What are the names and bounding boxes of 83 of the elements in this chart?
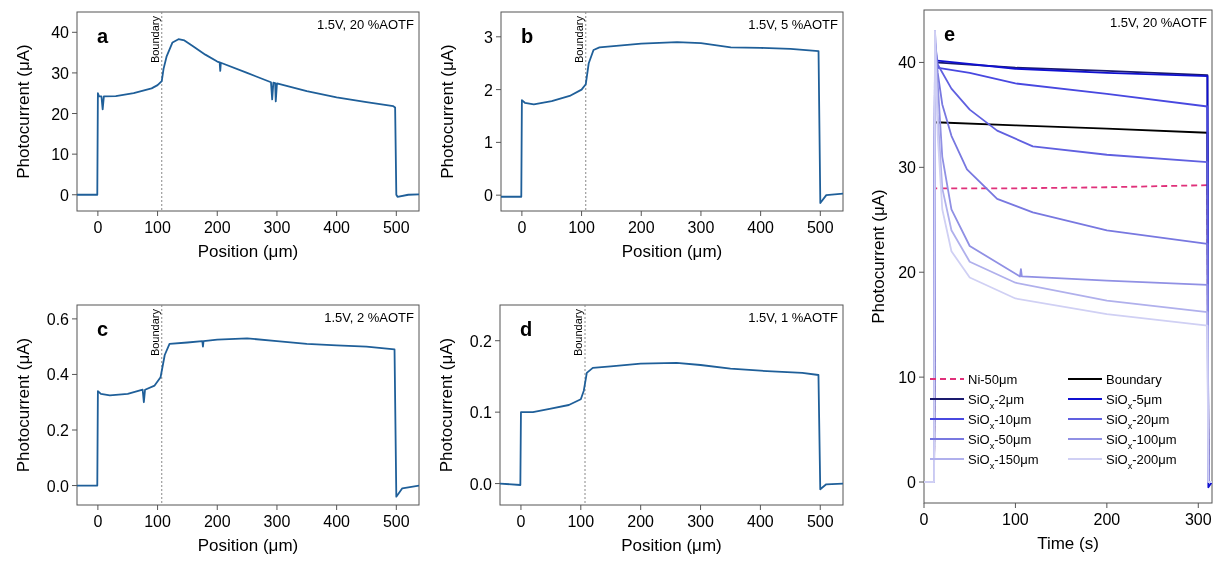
annotation: b [521,25,534,47]
y-tick-label: 0 [907,474,917,492]
x-tick-label: 200 [1093,511,1121,528]
y-axis-title: Photocurrent (μA) [14,337,33,473]
x-tick-label: 400 [747,219,775,236]
x-tick-label: 0 [516,513,526,530]
y-tick-label: 0.2 [46,422,70,439]
x-tick-label: 500 [806,513,834,530]
y-tick-label: 40 [898,54,917,72]
annotation: 1.5V, 20 %AOTF [316,17,415,32]
y-axis-title: Photocurrent (μA) [869,189,888,324]
legend-label: SiO$_{x}$-150μm [968,452,1039,471]
x-tick-label: 200 [627,513,655,530]
y-tick-label: 0 [60,186,70,204]
x-tick-label: 0 [93,513,103,530]
x-tick-label: 400 [323,513,351,530]
ref-line-label: Boundary [572,308,584,357]
annotation: d [520,318,533,340]
x-tick-label: 0 [517,219,527,236]
x-axis-title: Position (μm) [197,536,299,555]
legend-label: SiO$_{x}$-200μm [1106,452,1177,471]
x-tick-label: 300 [687,219,715,236]
x-tick-label: 0 [919,511,929,528]
x-tick-label: 100 [568,219,596,236]
x-tick-label: 100 [144,513,172,530]
annotation: 1.5V, 1 %AOTF [748,310,839,325]
x-tick-label: 500 [806,219,834,236]
ref-line-label: Boundary [148,15,161,64]
x-tick-label: 200 [203,219,231,236]
legend-label: SiO$_{x}$-20μm [1106,412,1170,431]
x-tick-label: 500 [382,513,410,530]
y-tick-label: 0.2 [469,332,493,350]
annotation: 1.5V, 20 %AOTF [1109,15,1208,30]
x-tick-label: 100 [567,513,595,530]
x-tick-label: 100 [144,219,172,236]
y-tick-label: 0.0 [469,475,493,493]
y-tick-label: 0.0 [46,477,70,495]
y-tick-label: 10 [898,369,917,387]
annotation: 1.5V, 2 %AOTF [324,310,415,325]
ref-line-label: Boundary [572,15,585,64]
legend-label: Ni-50μm [968,372,1018,387]
x-tick-label: 500 [382,219,410,236]
annotation: a [97,25,109,47]
legend-label: Boundary [1106,372,1163,387]
x-tick-label: 100 [1002,511,1029,528]
x-tick-label: 400 [747,513,774,530]
legend-label: SiO$_{x}$-50μm [968,432,1032,451]
y-tick-label: 30 [898,159,917,177]
annotation: c [97,318,109,340]
y-tick-label: 10 [51,146,70,164]
y-axis-title: Photocurrent (μA) [438,44,457,179]
y-tick-label: 20 [898,264,917,282]
legend-label: SiO$_{x}$-10μm [968,412,1032,431]
y-tick-label: 0 [484,187,494,205]
x-tick-label: 300 [1184,511,1212,528]
x-axis-title: Position (μm) [197,242,299,261]
y-tick-label: 0.6 [46,310,70,328]
y-tick-label: 0.4 [46,366,70,384]
y-tick-label: 2 [484,81,494,99]
y-axis-title: Photocurrent (μA) [437,337,456,473]
annotation: 1.5V, 5 %AOTF [748,17,839,32]
annotation: e [944,23,956,45]
y-tick-label: 1 [484,134,494,152]
x-tick-label: 300 [263,513,291,530]
legend-label: SiO$_{x}$-5μm [1106,392,1163,411]
ref-line-label: Boundary [148,308,161,357]
legend-label: SiO$_{x}$-2μm [968,392,1025,411]
x-axis-title: Position (μm) [621,536,722,555]
x-axis-title: Position (μm) [621,242,723,261]
y-tick-label: 20 [51,105,70,123]
x-tick-label: 300 [263,219,291,236]
y-axis-title: Photocurrent (μA) [14,44,33,179]
y-tick-label: 0.1 [469,404,493,422]
y-tick-label: 30 [51,64,70,82]
y-tick-label: 40 [51,24,70,42]
x-tick-label: 300 [687,513,714,530]
x-tick-label: 200 [203,513,231,530]
x-tick-label: 200 [627,219,655,236]
x-axis-title: Time (s) [1037,534,1099,553]
x-tick-label: 0 [93,219,103,236]
y-tick-label: 3 [484,28,494,46]
x-tick-label: 400 [323,219,351,236]
legend-label: SiO$_{x}$-100μm [1106,432,1177,451]
